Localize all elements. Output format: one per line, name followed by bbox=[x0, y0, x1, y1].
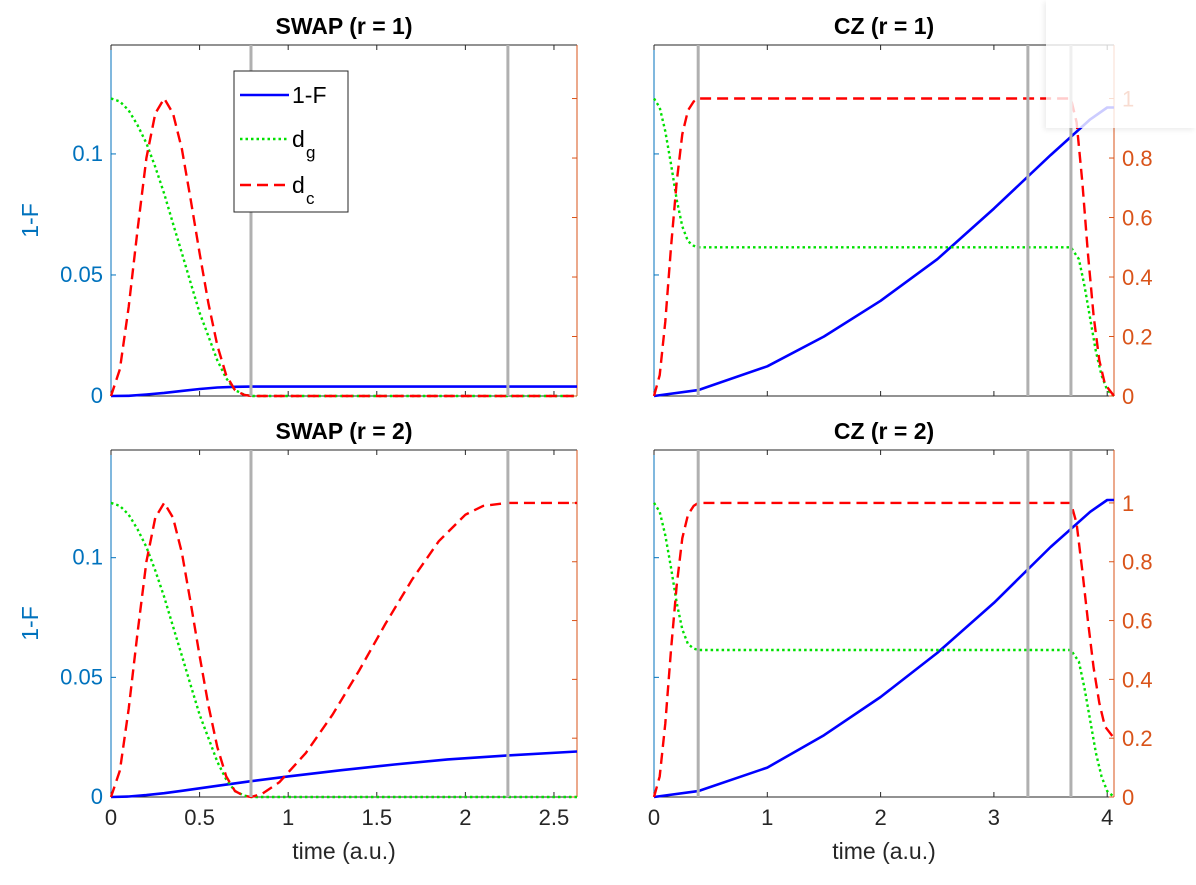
series-d-g bbox=[110, 501, 577, 799]
legend-label: d bbox=[292, 172, 305, 198]
x-tick-label: 1 bbox=[761, 805, 773, 830]
right-tick-label: 0.4 bbox=[1122, 265, 1153, 290]
x-tick-label: 1.5 bbox=[361, 805, 392, 830]
panel-title: CZ (r = 1) bbox=[834, 13, 934, 39]
left-tick-label: 0 bbox=[91, 383, 103, 408]
x-tick-label: 4 bbox=[1101, 805, 1113, 830]
left-tick-label: 0.1 bbox=[72, 545, 103, 570]
right-tick-label: 0.4 bbox=[1122, 667, 1153, 692]
left-tick-label: 0.05 bbox=[60, 664, 103, 689]
subplot-3: 0 0.5 1 1.5 2 2.5 0 0.05 0.1 1-F SWAP (r = 2) time … bbox=[17, 418, 578, 864]
series-1-f bbox=[653, 106, 1114, 398]
right-tick-label: 1 bbox=[1122, 491, 1134, 516]
legend-label-subscript: c bbox=[306, 189, 315, 208]
legend-label-subscript: g bbox=[306, 143, 315, 162]
right-tick-label: 0.6 bbox=[1122, 609, 1153, 634]
right-tick-label: 0.8 bbox=[1122, 550, 1153, 575]
right-tick-label: 0 bbox=[1122, 384, 1134, 409]
y-axis-label: 1-F bbox=[17, 203, 43, 238]
right-tick-label: 0.2 bbox=[1122, 325, 1153, 350]
series-d-g bbox=[652, 502, 1115, 798]
series-d-g bbox=[652, 97, 1115, 397]
left-tick-label: 0 bbox=[91, 784, 103, 809]
y-axis-label: 1-F bbox=[17, 606, 43, 641]
x-tick-label: 0 bbox=[105, 805, 117, 830]
series-1-f bbox=[653, 498, 1114, 799]
x-tick-label: 2 bbox=[459, 805, 471, 830]
series-d-c bbox=[109, 501, 577, 799]
panel-title: CZ (r = 2) bbox=[834, 418, 934, 444]
series-d-c bbox=[109, 97, 577, 398]
x-tick-label: 3 bbox=[988, 805, 1000, 830]
series-d-c bbox=[652, 97, 1115, 397]
right-tick-label: 0 bbox=[1122, 785, 1134, 810]
legend-label: d bbox=[292, 126, 305, 152]
series-d-c bbox=[652, 501, 1115, 798]
x-tick-label: 2 bbox=[874, 805, 886, 830]
right-tick-label: 0.8 bbox=[1122, 146, 1153, 171]
right-tick-label: 0.6 bbox=[1122, 206, 1153, 231]
left-tick-label: 0.1 bbox=[72, 141, 103, 166]
x-tick-label: 0.5 bbox=[184, 805, 215, 830]
x-axis-label: time (a.u.) bbox=[292, 838, 396, 864]
legend-box bbox=[233, 70, 349, 213]
x-tick-label: 2.5 bbox=[539, 805, 570, 830]
legend-label: 1-F bbox=[292, 82, 327, 108]
series-1-f bbox=[110, 385, 577, 398]
left-tick-label: 0.05 bbox=[60, 262, 103, 287]
subplot-1: 0 0.05 0.1 1-F SWAP (r = 1) bbox=[17, 13, 578, 408]
x-tick-label: 0 bbox=[648, 805, 660, 830]
panel-title: SWAP (r = 1) bbox=[276, 13, 413, 39]
panel-title: SWAP (r = 2) bbox=[276, 418, 413, 444]
x-tick-label: 1 bbox=[282, 805, 294, 830]
overlay-popup bbox=[1046, 0, 1196, 128]
x-axis-label: time (a.u.) bbox=[832, 838, 936, 864]
right-tick-label: 0.2 bbox=[1122, 726, 1153, 751]
